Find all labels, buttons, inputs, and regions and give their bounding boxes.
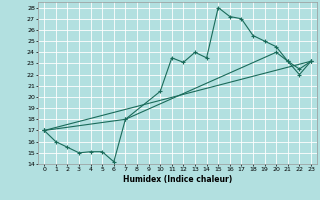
X-axis label: Humidex (Indice chaleur): Humidex (Indice chaleur) — [123, 175, 232, 184]
